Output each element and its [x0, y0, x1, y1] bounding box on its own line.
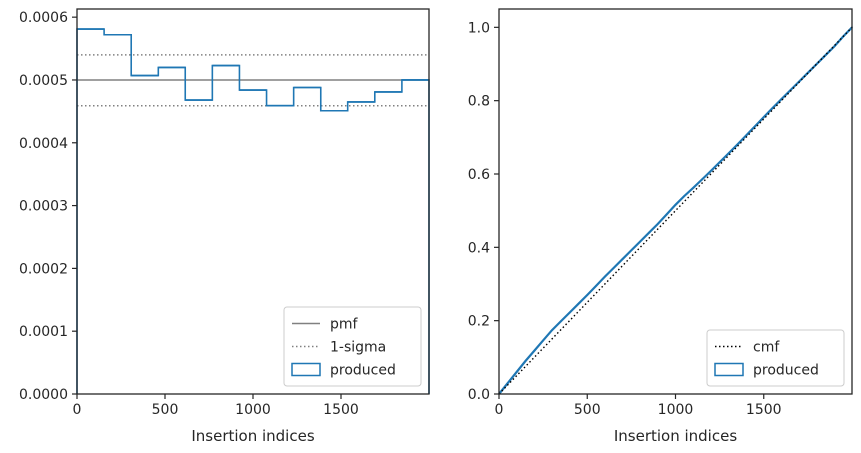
legend-swatch-produced: [714, 362, 744, 377]
x-tick-label: 500: [152, 402, 179, 418]
x-tick-label: 1000: [658, 402, 694, 418]
y-tick-label: 0.0000: [19, 387, 68, 403]
legend-label: cmf: [753, 340, 780, 356]
produced-cmf-point: [692, 187, 695, 189]
produced-cmf-point: [604, 275, 606, 278]
axes-frame: [76, 8, 430, 395]
legend-label: 1-sigma: [330, 340, 386, 356]
legend-label: pmf: [330, 317, 359, 333]
produced-cmf-point: [665, 213, 668, 216]
produced-cmf-point: [656, 222, 659, 225]
y-tick-label: 0.0004: [19, 136, 68, 152]
produced-cmf-point: [630, 249, 633, 252]
produced-cmf-point: [595, 284, 597, 287]
produced-cmf-point: [639, 240, 642, 243]
produced-cmf-point: [674, 203, 677, 206]
produced-cmf-point: [586, 294, 589, 296]
produced-cmf-point: [683, 195, 686, 197]
y-tick-label: 0.0005: [19, 73, 68, 89]
produced-cmf-point: [621, 258, 624, 260]
x-tick-label: 0: [495, 402, 504, 418]
x-tick-label: 1500: [323, 402, 359, 418]
legend-swatch-produced: [291, 362, 321, 377]
produced-cmf-point: [612, 266, 615, 269]
produced-cmf-point: [559, 320, 562, 323]
y-tick-label: 0.0006: [19, 10, 68, 26]
legend-box: [283, 306, 422, 387]
axes-frame: [498, 8, 853, 395]
produced-cmf-point: [771, 107, 774, 109]
cmf-line: [498, 26, 853, 395]
produced-cmf-point: [709, 170, 712, 172]
x-axis-label: Insertion indices: [191, 427, 314, 445]
produced-cmf-point: [754, 125, 756, 128]
y-tick-label: 0.0002: [19, 261, 68, 277]
y-tick-label: 1.0: [468, 20, 490, 36]
produced-cmf-point: [824, 54, 827, 57]
produced-cmf-point: [701, 178, 703, 181]
y-tick-label: 0.0: [468, 387, 490, 403]
x-tick-label: 1000: [235, 402, 271, 418]
produced-cmf-point: [515, 371, 518, 373]
produced-cmf-point: [551, 329, 553, 332]
legend-label: produced: [753, 363, 819, 379]
y-tick-label: 0.2: [468, 314, 490, 330]
y-tick-label: 0.4: [468, 240, 490, 256]
y-tick-label: 0.0001: [19, 324, 68, 340]
right-panel-cmf-curve: 0 500 1000 1500 0.0 0.2 0.4 0.6 0.8 1.0 Insertion …: [468, 8, 853, 445]
legend-label: produced: [330, 363, 396, 379]
y-tick-label: 0.6: [468, 167, 490, 183]
y-tick-label: 0.8: [468, 94, 490, 110]
x-tick-label: 0: [73, 402, 82, 418]
x-tick-label: 500: [574, 402, 601, 418]
x-tick-label: 1500: [746, 402, 782, 418]
produced-cmf-point: [745, 134, 747, 137]
legend-box: [706, 329, 845, 387]
produced-cmf-point: [648, 231, 650, 234]
produced-cmf-point: [568, 311, 571, 314]
produced-cmf-point: [533, 349, 536, 352]
produced-cmf-point: [506, 382, 509, 384]
y-tick-label: 0.0003: [19, 199, 68, 215]
produced-cmf-point: [718, 161, 721, 164]
x-axis-label: Insertion indices: [614, 427, 737, 445]
left-panel-pmf-histogram: 0 500 1000 1500 0.0000 0.0001 0.0002 0.0003 0.00…: [19, 8, 430, 445]
produced-cmf-point: [524, 360, 527, 362]
produced-cmf-point: [542, 339, 545, 342]
produced-cmf-point: [762, 116, 765, 119]
produced-cmf-point: [833, 45, 836, 48]
produced-cmf-point: [727, 152, 730, 155]
produced-cmf-point: [577, 302, 580, 305]
